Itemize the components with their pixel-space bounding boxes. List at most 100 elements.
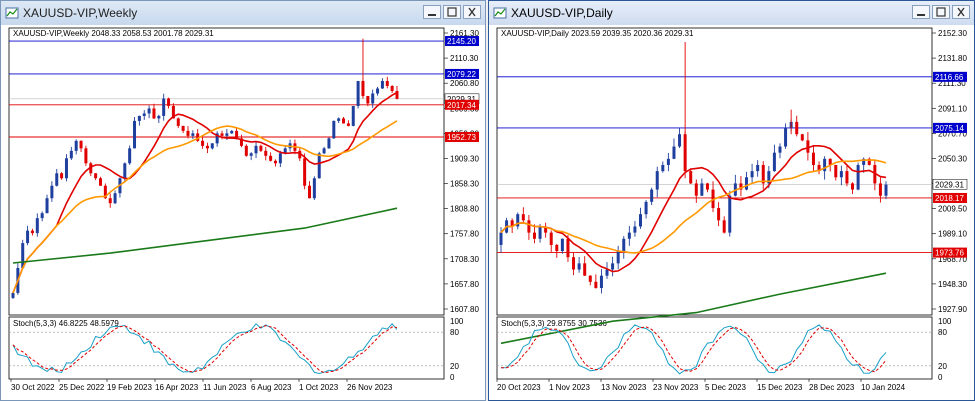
- minimize-button[interactable]: [423, 5, 441, 19]
- y-tick-label: 1708.30: [450, 255, 479, 264]
- maximize-button[interactable]: [443, 5, 461, 19]
- candle: [555, 243, 559, 258]
- stoch-d-line: [500, 326, 887, 373]
- candle: [259, 144, 263, 153]
- x-axis-label: 6 Aug 2023: [251, 383, 292, 392]
- x-axis-label: 11 Jun 2023: [203, 383, 247, 392]
- y-tick-label: 1989.10: [938, 230, 967, 239]
- candle: [239, 134, 243, 148]
- window-title: XAUUSD-VIP,Weekly: [23, 6, 138, 20]
- price-label-box: [932, 179, 968, 190]
- stoch-tick-label: 80: [450, 328, 459, 337]
- chart-area[interactable]: XAUUSD-VIP,Weekly 2048.33 2058.53 2001.7…: [3, 25, 483, 400]
- stoch-pane: [8, 316, 445, 380]
- stoch-tick-label: 20: [938, 362, 947, 371]
- candle: [55, 168, 59, 187]
- candle: [521, 207, 525, 224]
- candle: [303, 153, 307, 190]
- candle: [264, 147, 268, 161]
- candle: [583, 256, 587, 276]
- stoch-k-line: [12, 323, 398, 375]
- candle: [30, 228, 34, 236]
- candle: [215, 131, 219, 147]
- x-axis-label: 1 Nov 2023: [549, 383, 590, 392]
- x-axis-label: 15 Dec 2023: [757, 383, 803, 392]
- candle: [244, 144, 248, 157]
- candle: [137, 115, 141, 126]
- price-label: 2017.34: [447, 101, 476, 110]
- minimize-button[interactable]: [912, 5, 930, 19]
- y-tick-label: 1968.70: [938, 255, 967, 264]
- candle: [705, 182, 709, 193]
- candle: [834, 164, 838, 181]
- candle: [385, 76, 389, 89]
- candle: [45, 194, 49, 214]
- stoch-tick-label: 80: [938, 328, 947, 337]
- price-label-box: [933, 247, 967, 258]
- candle: [108, 193, 112, 208]
- y-tick-label: 1607.80: [450, 305, 479, 314]
- price-label: 2116.66: [935, 73, 964, 82]
- close-button[interactable]: [952, 5, 970, 19]
- candle: [337, 117, 341, 124]
- candle: [700, 178, 704, 197]
- x-axis-label: 25 Dec 2022: [59, 383, 105, 392]
- candle: [778, 143, 782, 159]
- ma-slow-line: [500, 272, 887, 345]
- x-axis-label: 30 Oct 2022: [11, 383, 55, 392]
- candle: [322, 146, 326, 155]
- candle: [750, 163, 754, 183]
- candle: [739, 176, 743, 197]
- y-tick-label: 2009.50: [938, 205, 967, 214]
- y-tick-label: 1909.30: [450, 154, 479, 163]
- candle: [312, 176, 316, 201]
- candle: [884, 181, 888, 200]
- y-tick-label: 2070.70: [938, 129, 967, 138]
- candle: [269, 152, 273, 162]
- y-tick-label: 1858.30: [450, 180, 479, 189]
- weekly-chart-window[interactable]: XAUUSD-VIP,Weekly XAUUSD-VIP,Weekly 2048…: [0, 0, 486, 401]
- symbol-header: XAUUSD-VIP,Daily 2023.59 2039.35 2020.36…: [501, 29, 694, 38]
- ma-fast-line: [500, 145, 887, 273]
- candle: [839, 165, 843, 186]
- candle: [317, 151, 321, 179]
- chart-area[interactable]: XAUUSD-VIP,Daily 2023.59 2039.35 2020.36…: [491, 25, 972, 400]
- price-label-box: [445, 36, 479, 47]
- price-label: 2018.17: [935, 194, 964, 203]
- candle: [817, 161, 821, 175]
- price-label: 2029.31: [447, 95, 476, 104]
- x-axis-label: 23 Nov 2023: [653, 383, 699, 392]
- x-axis-label: 28 Dec 2023: [809, 383, 855, 392]
- price-label: 2029.31: [935, 180, 964, 189]
- candle: [644, 200, 648, 219]
- ma-mid-line: [500, 159, 887, 254]
- title-bar[interactable]: XAUUSD-VIP,Weekly: [1, 1, 485, 25]
- x-axis-label: 5 Dec 2023: [705, 383, 746, 392]
- candle: [308, 181, 312, 199]
- candle: [611, 256, 615, 277]
- candle: [69, 146, 73, 161]
- stoch-label: Stoch(5,3,3) 46.8225 48.5979: [13, 319, 119, 328]
- y-tick-label: 2111.30: [938, 79, 966, 88]
- daily-chart-window[interactable]: XAUUSD-VIP,Daily XAUUSD-VIP,Daily 2023.5…: [488, 0, 975, 401]
- candle: [711, 181, 715, 213]
- candle: [867, 157, 871, 166]
- close-button[interactable]: [463, 5, 481, 19]
- candle: [549, 230, 553, 252]
- ma-mid-line: [12, 120, 398, 294]
- candle: [784, 123, 788, 149]
- candle: [162, 93, 166, 121]
- candle: [249, 152, 253, 161]
- stoch-tick-label: 0: [450, 373, 455, 382]
- title-bar[interactable]: XAUUSD-VIP,Daily: [489, 1, 974, 25]
- candle: [616, 245, 620, 270]
- candle: [342, 117, 346, 124]
- maximize-button[interactable]: [932, 5, 950, 19]
- y-tick-label: 1927.90: [938, 305, 967, 314]
- candle: [605, 262, 609, 279]
- candle: [694, 179, 698, 203]
- y-tick-label: 1808.80: [450, 205, 479, 214]
- x-axis-label: 26 Nov 2023: [347, 383, 393, 392]
- candle: [638, 207, 642, 229]
- price-label: 2075.14: [935, 124, 964, 133]
